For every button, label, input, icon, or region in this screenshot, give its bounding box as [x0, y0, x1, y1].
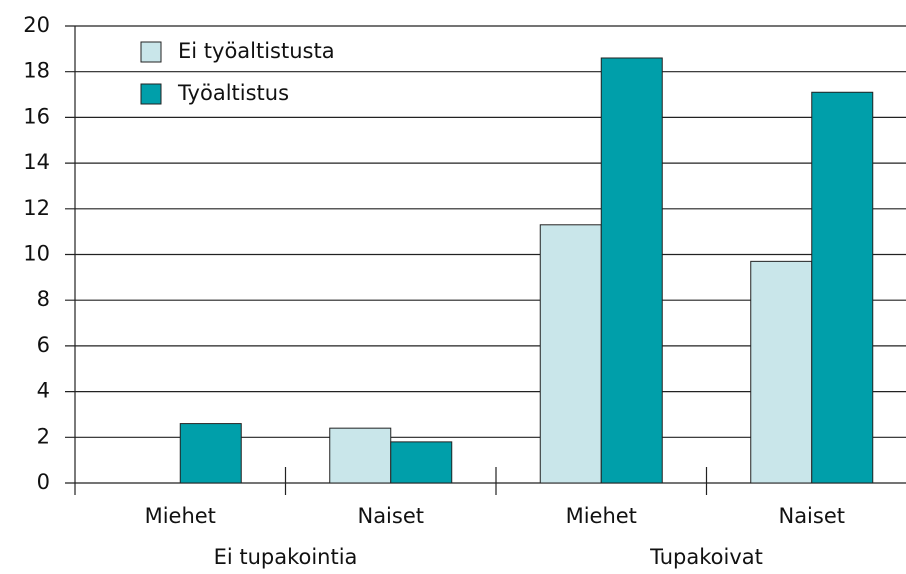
bar: [539, 224, 602, 484]
y-tick-label: 2: [37, 424, 50, 448]
y-tick-label: 4: [37, 379, 50, 403]
legend-label: Työaltistus: [177, 81, 289, 105]
bar: [390, 441, 453, 484]
bar: [811, 91, 874, 484]
bar: [750, 260, 813, 484]
legend-swatch: [140, 41, 162, 63]
y-tick-label: 14: [23, 150, 50, 174]
bar: [179, 423, 242, 484]
x-tick-label: Naiset: [357, 504, 424, 528]
y-tick-label: 0: [37, 470, 50, 494]
y-tick-label: 20: [23, 13, 50, 37]
y-tick-label: 10: [23, 242, 50, 266]
group-label: Tupakoivat: [649, 545, 763, 569]
x-tick-label: Miehet: [145, 504, 216, 528]
legend-label: Ei työaltistusta: [178, 39, 335, 63]
x-tick-label: Naiset: [778, 504, 845, 528]
bar: [600, 57, 663, 484]
bar: [329, 427, 392, 484]
y-tick-label: 18: [23, 59, 50, 83]
group-label: Ei tupakointia: [214, 545, 358, 569]
x-tick-label: Miehet: [566, 504, 637, 528]
y-tick-label: 12: [23, 196, 50, 220]
legend-swatch: [140, 83, 162, 105]
y-tick-label: 6: [37, 333, 50, 357]
y-tick-label: 16: [23, 104, 50, 128]
y-tick-label: 8: [37, 287, 50, 311]
